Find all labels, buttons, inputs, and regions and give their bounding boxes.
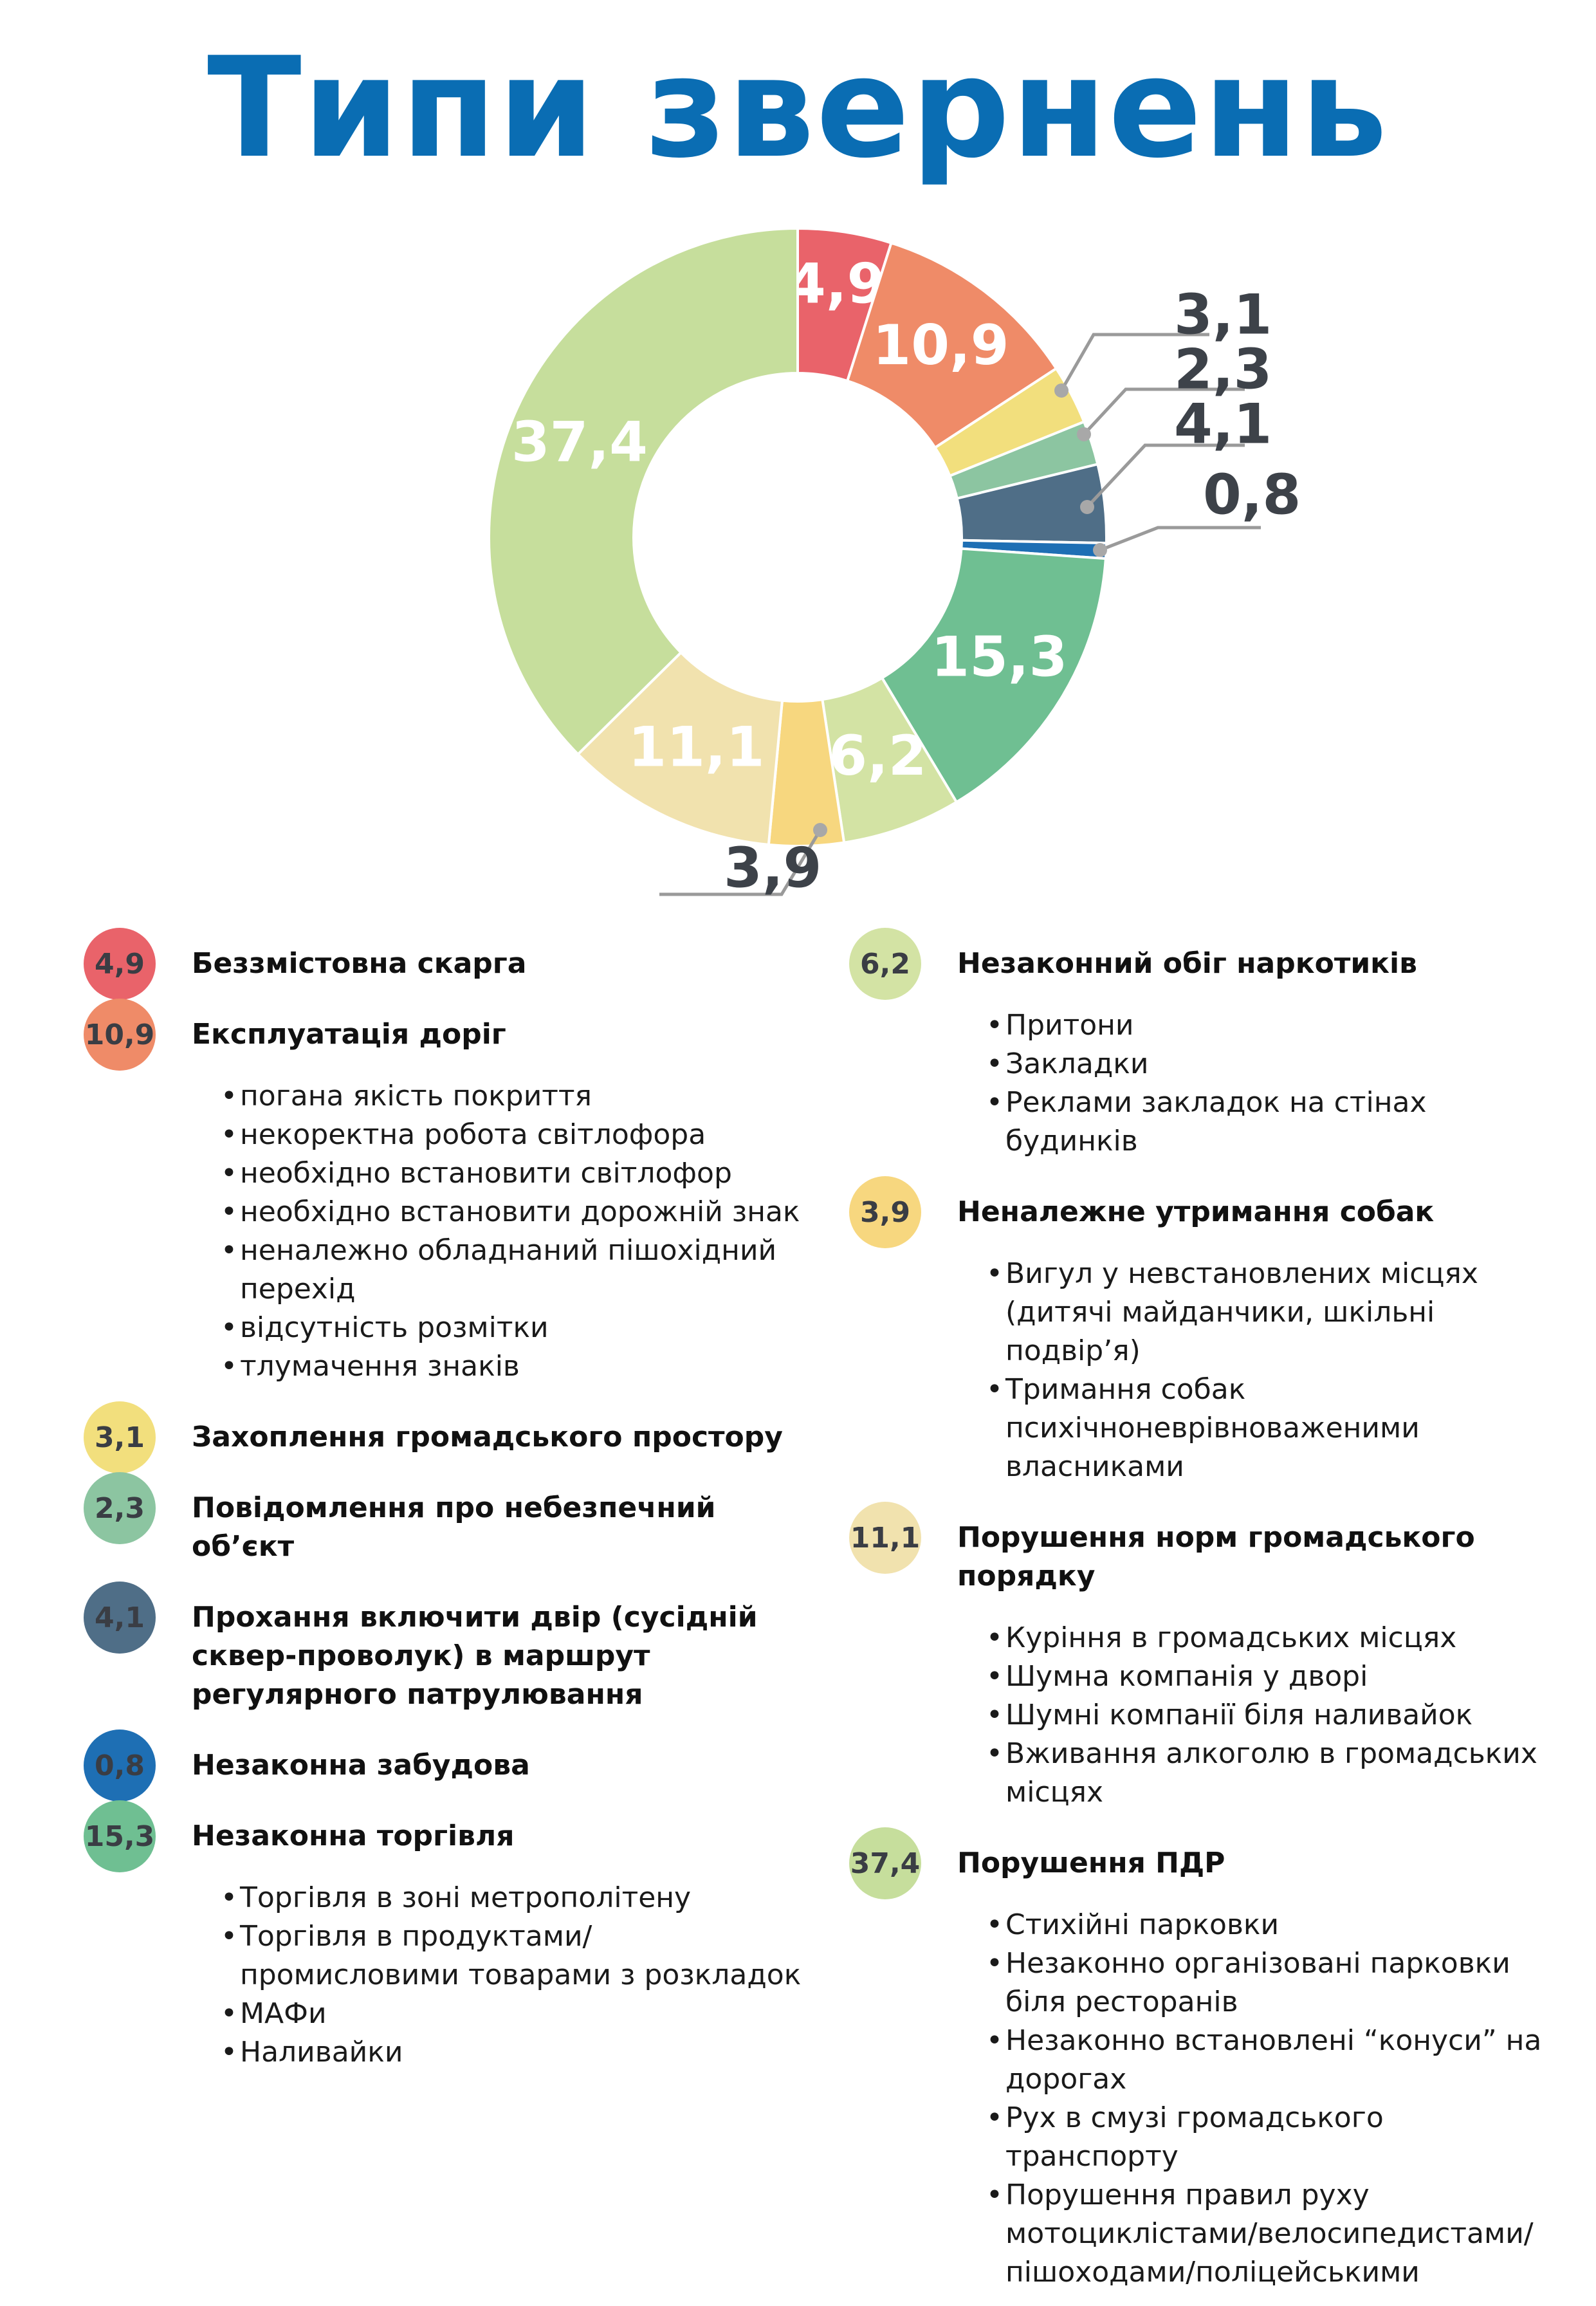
legend-subitem-list: Вигул у невстановлених місцях (дитячі ма… — [957, 1255, 1563, 1486]
legend-subitem: Торгівля в продуктами/ промисловими това… — [221, 1917, 804, 1995]
leader-line — [659, 829, 822, 896]
legend-category: 2,3 Повідомлення про небезпечний об’єкт — [84, 1471, 804, 1566]
legend-subitem: Закладки — [986, 1045, 1563, 1084]
slice-value-label: 15,3 — [931, 625, 1067, 689]
donut-slice — [576, 650, 784, 847]
leader-line — [1059, 333, 1209, 392]
legend-subitem: Шумні компанії біля наливайок — [986, 1696, 1563, 1735]
legend-value-badge: 11,1 — [849, 1502, 921, 1574]
legend-value-badge: 0,8 — [84, 1730, 156, 1802]
legend-category: 0,8 Незаконна забудова — [84, 1728, 804, 1802]
legend-value-badge: 10,9 — [84, 999, 156, 1071]
legend-subitem: Порушення правил руху мотоциклістами/вел… — [986, 2176, 1563, 2292]
legend-category-title: Прохання включити двір (сусідній сквер-п… — [192, 1601, 758, 1711]
legend-value-badge: 15,3 — [84, 1800, 156, 1872]
legend-category: 10,9 Експлуатація доріг погана якість покр… — [84, 997, 804, 1386]
legend-value-badge: 4,1 — [84, 1582, 156, 1654]
legend-category: 4,9 Беззмістовна скарга — [84, 927, 804, 1000]
legend-value-badge: 2,3 — [84, 1472, 156, 1544]
legend-subitem: неналежно обладнаний пішохідний перехід — [221, 1231, 804, 1309]
legend-subitem: Тримання собак психічноневрівноваженими … — [986, 1370, 1563, 1486]
legend-subitem: тлумачення знаків — [221, 1347, 804, 1386]
legend-value-badge: 3,1 — [84, 1401, 156, 1473]
legend-value-badge: 3,9 — [849, 1176, 921, 1248]
legend-category-title: Повідомлення про небезпечний об’єкт — [192, 1491, 716, 1563]
slice-value-label: 4,9 — [787, 252, 885, 317]
leader-dot — [1077, 427, 1091, 441]
legend-category: 11,1 Порушення норм громадського порядку К… — [849, 1500, 1563, 1812]
legend-subitem: необхідно встановити дорожній знак — [221, 1193, 804, 1231]
legend-subitem: Торгівля в зоні метрополітену — [221, 1879, 804, 1917]
legend-value-badge: 4,9 — [84, 928, 156, 1000]
slice-value-label: 10,9 — [872, 313, 1009, 378]
donut-slice — [845, 241, 1058, 450]
slice-value-label: 11,1 — [628, 715, 764, 779]
donut-slice — [488, 226, 799, 757]
legend-subitem: некоректна робота світлофора — [221, 1116, 804, 1154]
legend-subitem-list: Стихійні парковкиНезаконно організовані … — [957, 1906, 1563, 2292]
slice-value-label: 2,3 — [1174, 337, 1272, 401]
legend-category-title: Неналежне утримання собак — [957, 1195, 1435, 1228]
legend-subitem-list: погана якість покриттянекоректна робота … — [192, 1077, 804, 1386]
page-title: Типи звернень — [207, 27, 1389, 189]
leader-line — [1099, 526, 1261, 552]
legend-left-column: 4,9 Беззмістовна скарга 10,9 Експлуатація д… — [84, 927, 804, 2086]
legend-category-title: Захоплення громадського простору — [192, 1421, 783, 1453]
legend-category-title: Незаконний обіг наркотиків — [957, 947, 1417, 980]
slice-value-label: 0,8 — [1203, 463, 1301, 527]
legend-category-title: Експлуатація доріг — [192, 1018, 506, 1051]
slice-value-label: 3,1 — [1174, 282, 1272, 347]
slice-value-label: 6,2 — [829, 724, 926, 788]
slice-value-label: 4,1 — [1174, 392, 1272, 456]
legend-category-title: Беззмістовна скарга — [192, 947, 527, 980]
legend-subitem: відсутність розмітки — [221, 1309, 804, 1347]
donut-chart: 4,910,9 3,12,34,1 0,8 15,36,23,9 11,1 37,4 — [488, 226, 1301, 900]
legend-value-badge: 6,2 — [849, 928, 921, 1000]
legend-category: 15,3 Незаконна торгівля Торгівля в зоні ме… — [84, 1799, 804, 2072]
legend-subitem: Наливайки — [221, 2033, 804, 2072]
legend-subitem-list: Торгівля в зоні метрополітенуТоргівля в … — [192, 1879, 804, 2072]
leader-dot — [1080, 500, 1094, 514]
legend-subitem: погана якість покриття — [221, 1077, 804, 1116]
slice-value-label: 3,9 — [724, 836, 821, 900]
legend-category: 6,2 Незаконний обіг наркотиків ПритониЗакл… — [849, 927, 1563, 1161]
legend-category: 4,1 Прохання включити двір (сусідній скве… — [84, 1580, 804, 1714]
legend-subitem: Вигул у невстановлених місцях (дитячі ма… — [986, 1255, 1563, 1370]
legend-subitem: Рух в смузі громадського транспорту — [986, 2099, 1563, 2176]
legend-subitem: Незаконно організовані парковки біля рес… — [986, 1944, 1563, 2022]
legend-category-title: Порушення ПДР — [957, 1847, 1225, 1879]
leader-dot — [1093, 543, 1107, 557]
legend-category: 3,9 Неналежне утримання собак Вигул у невс… — [849, 1175, 1563, 1486]
legend-subitem: необхідно встановити світлофор — [221, 1154, 804, 1193]
leader-dot — [813, 823, 827, 837]
legend-value-badge: 37,4 — [849, 1827, 921, 1899]
legend-category-title: Незаконна забудова — [192, 1749, 530, 1782]
leader-line — [1083, 387, 1245, 436]
legend-subitem: Куріння в громадських місцях — [986, 1619, 1563, 1657]
leader-dot — [1054, 383, 1069, 398]
legend-subitem: Стихійні парковки — [986, 1906, 1563, 1944]
legend-category-title: Незаконна торгівля — [192, 1820, 515, 1852]
legend-subitem: Вживання алкоголю в громадських місцях — [986, 1735, 1563, 1812]
legend-subitem: Притони — [986, 1006, 1563, 1045]
legend-subitem: Шумна компанія у дворі — [986, 1657, 1563, 1696]
legend-subitem-list: Куріння в громадських місцяхШумна компан… — [957, 1619, 1563, 1812]
legend-category-title: Порушення норм громадського порядку — [957, 1521, 1475, 1592]
legend-subitem: Незаконно встановлені “конуси” на дорога… — [986, 2022, 1563, 2099]
donut-slice — [880, 547, 1107, 804]
slice-value-label: 37,4 — [511, 410, 648, 475]
legend-subitem: МАФи — [221, 1995, 804, 2033]
legend-category: 3,1 Захоплення громадського простору — [84, 1400, 804, 1473]
leader-line — [1086, 443, 1245, 508]
legend-right-column: 6,2 Незаконний обіг наркотиків ПритониЗакл… — [849, 927, 1563, 2306]
legend-subitem-list: ПритониЗакладкиРеклами закладок на стіна… — [957, 1006, 1563, 1161]
legend-subitem: Реклами закладок на стінах будинків — [986, 1084, 1563, 1161]
